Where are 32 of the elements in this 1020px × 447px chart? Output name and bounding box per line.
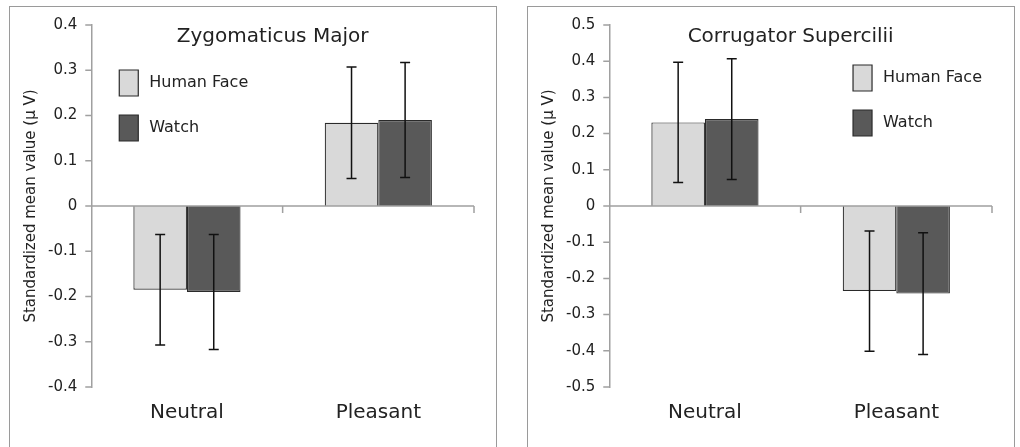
chart-title: Zygomaticus Major — [176, 23, 370, 48]
y-tick-label: -0.4 — [47, 376, 78, 395]
x-tick-label: Pleasant — [853, 399, 940, 424]
y-axis-title: Standardized mean value (μ V) — [20, 89, 39, 323]
y-tick-label: 0.3 — [571, 87, 596, 106]
chart-title: Corrugator Supercilii — [687, 23, 894, 48]
y-tick-label: -0.2 — [47, 286, 78, 305]
y-tick-label: 0.3 — [53, 60, 78, 79]
y-tick-label: 0.2 — [571, 123, 596, 142]
y-tick-label: 0.2 — [53, 105, 78, 124]
y-tick-label: -0.5 — [565, 376, 596, 395]
y-axis-title: Standardized mean value (μ V) — [538, 89, 557, 323]
x-tick-label: Pleasant — [335, 399, 422, 424]
y-tick-label: -0.3 — [47, 331, 78, 350]
y-tick-label: -0.4 — [565, 340, 596, 359]
x-tick-label: Neutral — [668, 399, 742, 424]
legend-label: Human Face — [149, 72, 249, 92]
y-tick-label: -0.2 — [565, 268, 596, 287]
y-tick-label: 0.1 — [53, 150, 78, 169]
y-tick-label: -0.3 — [565, 304, 596, 323]
x-tick-label: Neutral — [150, 399, 224, 424]
y-tick-label: -0.1 — [565, 232, 596, 251]
y-tick-label: 0.1 — [571, 159, 596, 178]
legend-label: Watch — [149, 117, 200, 137]
y-tick-label: 0 — [585, 195, 596, 214]
y-tick-label: -0.1 — [47, 241, 78, 260]
y-tick-label: 0.4 — [571, 51, 596, 70]
y-tick-label: 0 — [67, 195, 78, 214]
legend-label: Watch — [883, 112, 933, 132]
y-tick-label: 0.4 — [53, 14, 78, 33]
y-tick-label: 0.5 — [571, 14, 596, 33]
legend-label: Human Face — [883, 67, 982, 87]
